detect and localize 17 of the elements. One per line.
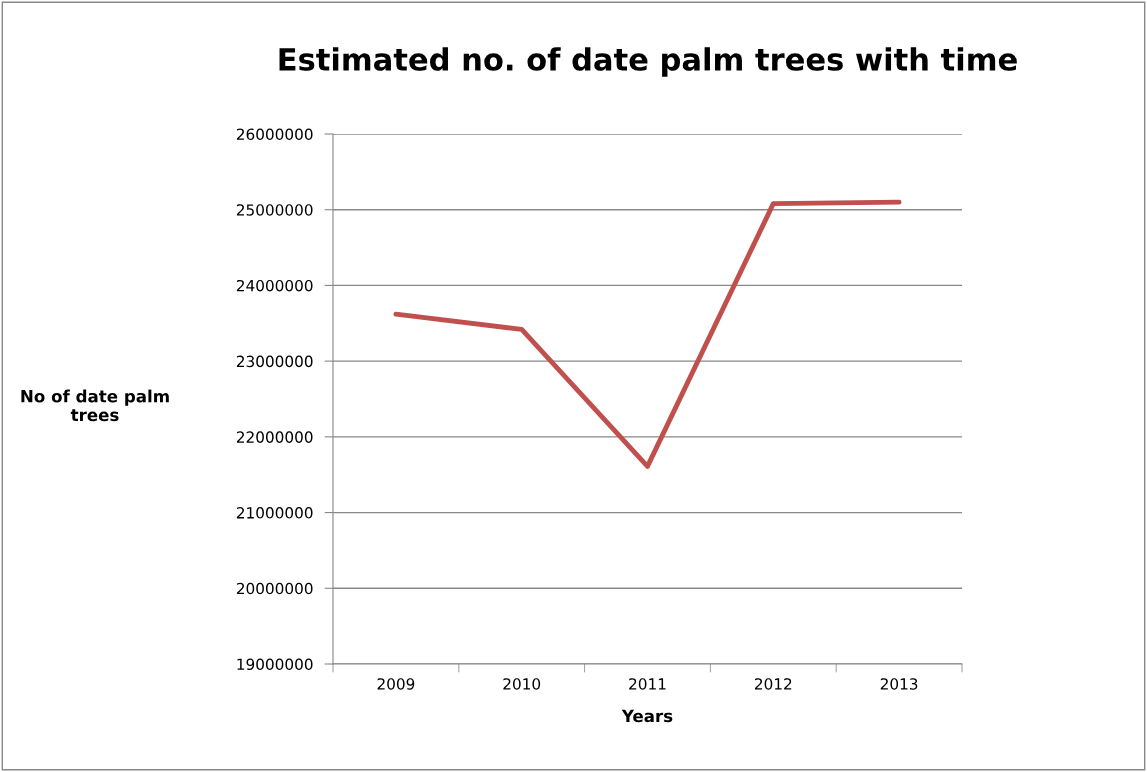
y-tick-label: 21000000 [236, 507, 313, 519]
x-tick-label: 2012 [754, 678, 792, 690]
y-tick-label: 24000000 [236, 279, 313, 292]
line-series [393, 199, 902, 469]
x-tick-label: 2009 [377, 678, 415, 690]
y-tick-label: 20000000 [236, 582, 313, 595]
chart-title: Estimated no. of date palm trees with time [279, 47, 1017, 77]
y-tick-label: 25000000 [236, 204, 313, 216]
y-axis-title: No of date palm trees [21, 389, 169, 422]
x-tick-label: 2011 [629, 678, 666, 690]
y-tick-label: 22000000 [236, 431, 313, 443]
y-tick-label: 19000000 [237, 658, 313, 671]
y-tick-label: 26000000 [236, 128, 313, 141]
x-axis-title: Years [621, 709, 673, 723]
x-tick-label: 2010 [503, 678, 541, 690]
y-tick-label: 23000000 [236, 355, 313, 368]
x-tick-label: 2013 [880, 678, 918, 690]
